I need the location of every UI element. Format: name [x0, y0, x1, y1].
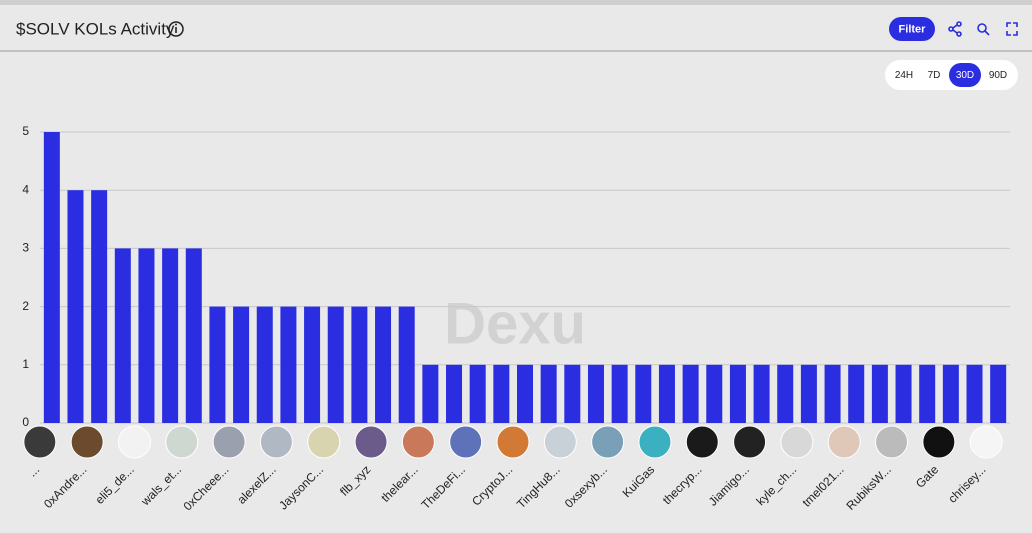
avatar — [875, 425, 909, 459]
bar — [43, 132, 60, 423]
bar — [990, 364, 1007, 423]
bar — [280, 306, 297, 423]
range-button[interactable]: 30D — [956, 70, 974, 81]
avatar — [354, 425, 388, 459]
bar — [517, 364, 533, 423]
range-active — [949, 63, 981, 87]
y-tick-label: 1 — [22, 357, 29, 371]
bar — [422, 364, 439, 423]
bar — [942, 364, 959, 423]
avatar — [212, 425, 246, 459]
bar — [256, 306, 273, 423]
avatar — [70, 425, 104, 459]
bar — [233, 306, 250, 423]
bar — [351, 306, 368, 423]
bar — [635, 364, 652, 423]
bar — [398, 306, 415, 423]
bar — [824, 364, 841, 423]
bar — [871, 364, 888, 423]
avatar — [638, 425, 672, 459]
y-tick-label: 3 — [22, 241, 29, 255]
avatar — [591, 425, 625, 459]
y-tick-label: 2 — [22, 299, 29, 313]
avatar — [165, 425, 199, 459]
bar — [966, 364, 983, 423]
avatar — [117, 425, 151, 459]
bar — [706, 364, 723, 423]
avatar — [496, 425, 530, 459]
bar — [91, 190, 108, 423]
title: $SOLV KOLs Activity — [16, 19, 175, 38]
range-button[interactable]: 90D — [989, 70, 1007, 81]
filter-label[interactable]: Filter — [899, 23, 927, 35]
avatar — [449, 425, 483, 459]
bar — [777, 364, 794, 423]
info-icon[interactable] — [168, 21, 184, 37]
bar — [493, 364, 510, 423]
avatar — [543, 425, 577, 459]
bar — [209, 306, 226, 423]
bar — [138, 248, 155, 423]
bar — [185, 248, 202, 423]
bar — [564, 364, 581, 423]
bar — [304, 306, 321, 423]
avatar — [23, 425, 57, 459]
bar — [540, 364, 557, 423]
bar — [682, 364, 699, 423]
bar — [587, 364, 604, 423]
bar — [67, 190, 84, 423]
bar — [114, 248, 131, 423]
range-button[interactable]: 24H — [895, 70, 913, 81]
y-tick-label: 4 — [22, 182, 29, 196]
avatar — [780, 425, 814, 459]
avatar — [922, 425, 956, 459]
bar — [658, 364, 675, 423]
bar — [895, 364, 912, 423]
bar — [469, 364, 486, 423]
avatar — [685, 425, 719, 459]
bar — [446, 364, 463, 423]
watermark: Dexu — [444, 291, 586, 356]
y-tick-label: 0 — [22, 415, 29, 429]
avatar — [307, 425, 341, 459]
bar — [800, 364, 817, 423]
top-edge — [0, 0, 1032, 5]
avatar — [401, 425, 435, 459]
range-button[interactable]: 7D — [928, 70, 941, 81]
bar — [919, 364, 936, 423]
y-tick-label: 5 — [22, 124, 29, 138]
avatar — [733, 425, 767, 459]
avatar — [969, 425, 1003, 459]
avatar — [259, 425, 293, 459]
toolbar-icons[interactable] — [948, 21, 1018, 37]
bar — [327, 306, 344, 423]
bar — [375, 306, 392, 423]
bar — [753, 364, 770, 423]
bar — [729, 364, 746, 423]
bar — [611, 364, 628, 423]
avatar — [827, 425, 861, 459]
filter-button[interactable] — [889, 17, 935, 41]
bar — [162, 248, 179, 423]
bar — [848, 364, 865, 423]
